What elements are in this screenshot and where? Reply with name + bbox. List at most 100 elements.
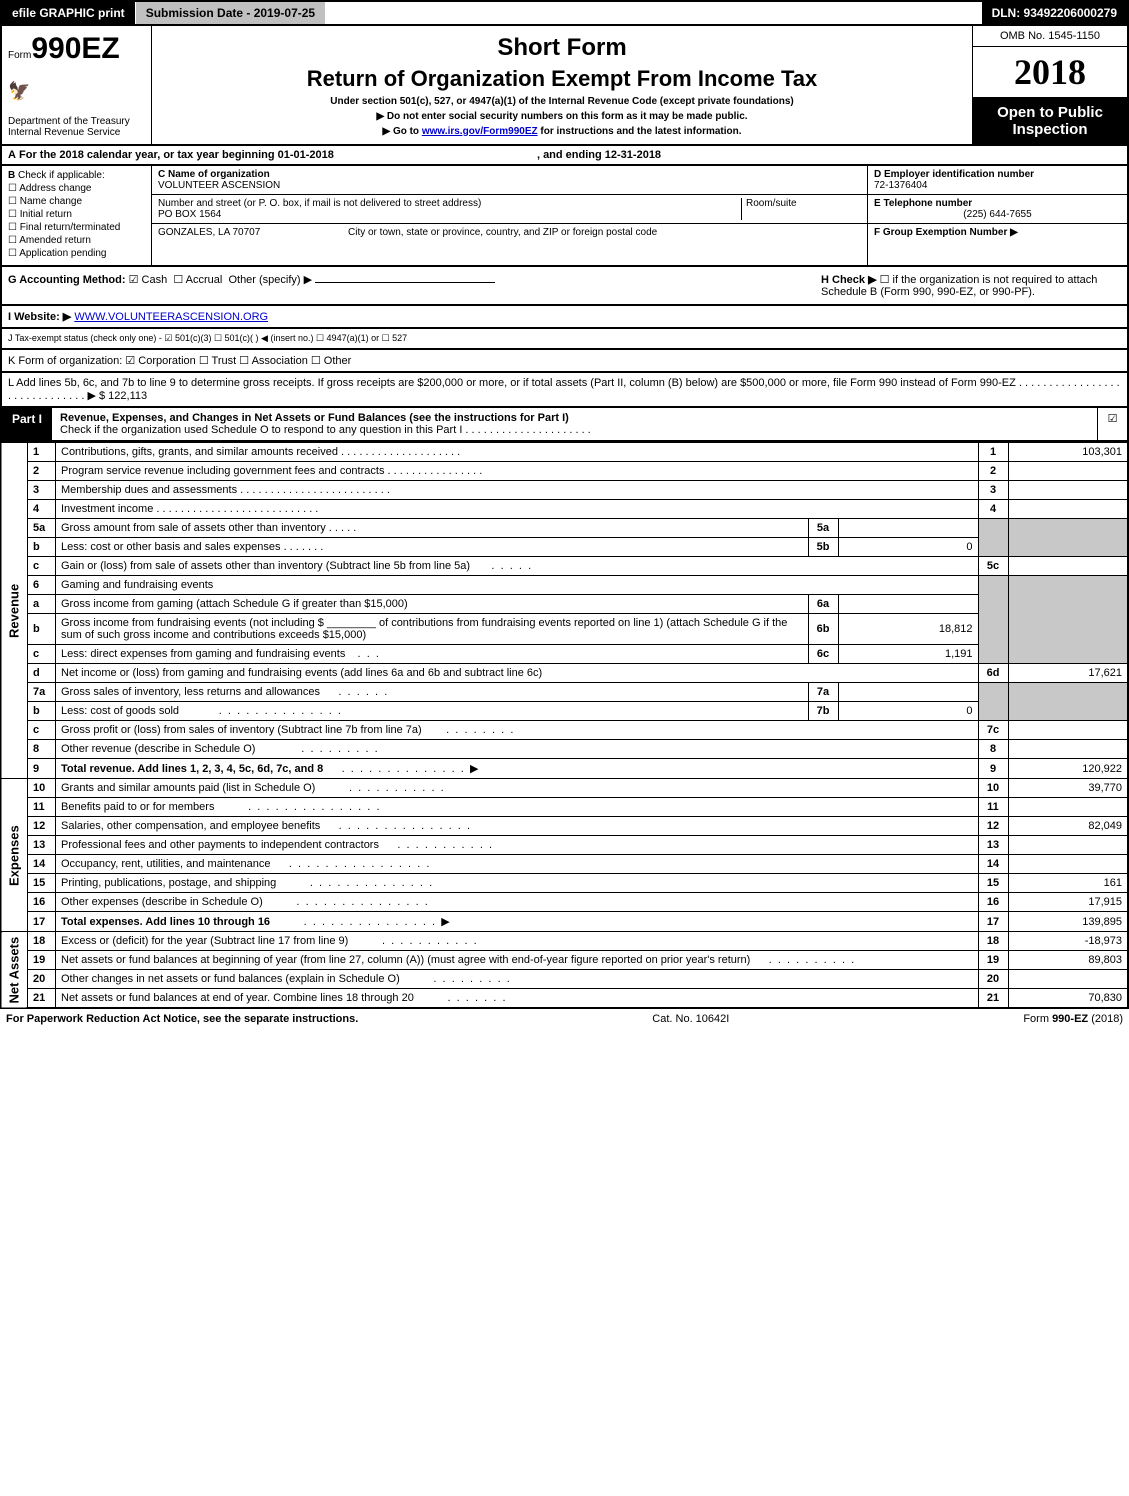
l5a-num: 5a	[28, 519, 56, 538]
check-address-change[interactable]: ☐ Address change	[8, 183, 145, 194]
l11-num: 11	[28, 798, 56, 817]
l14-rn: 14	[978, 855, 1008, 874]
l1-rv: 103,301	[1008, 443, 1128, 462]
l18-num: 18	[28, 932, 56, 951]
l13-rn: 13	[978, 836, 1008, 855]
l19-rv: 89,803	[1008, 951, 1128, 970]
l-text: L Add lines 5b, 6c, and 7b to line 9 to …	[8, 377, 1016, 389]
street-row: Number and street (or P. O. box, if mail…	[152, 195, 867, 224]
form-code: 990EZ	[31, 32, 119, 66]
l20-rn: 20	[978, 970, 1008, 989]
l5a-desc: Gross amount from sale of assets other t…	[61, 522, 326, 534]
l5b-mn: 5b	[808, 538, 838, 557]
col-b-label: Check if applicable:	[18, 170, 105, 181]
l5c-rn: 5c	[978, 557, 1008, 576]
return-title: Return of Organization Exempt From Incom…	[162, 66, 962, 92]
check-name-change[interactable]: ☐ Name change	[8, 196, 145, 207]
l14-desc: Occupancy, rent, utilities, and maintena…	[61, 858, 271, 870]
l4-desc: Investment income	[61, 503, 153, 515]
street-label: Number and street (or P. O. box, if mail…	[158, 198, 741, 209]
l6d-rn: 6d	[978, 664, 1008, 683]
street-value: PO BOX 1564	[158, 209, 741, 220]
l6d-desc: Net income or (loss) from gaming and fun…	[56, 664, 979, 683]
l6-desc: Gaming and fundraising events	[56, 576, 979, 595]
line-21: 21 Net assets or fund balances at end of…	[1, 989, 1128, 1009]
line-2: 2 Program service revenue including gove…	[1, 462, 1128, 481]
check-initial-return[interactable]: ☐ Initial return	[8, 209, 145, 220]
l15-rv: 161	[1008, 874, 1128, 893]
l14-rv	[1008, 855, 1128, 874]
l21-rn: 21	[978, 989, 1008, 1009]
col-b-checkboxes: B Check if applicable: ☐ Address change …	[2, 166, 152, 265]
l19-desc: Net assets or fund balances at beginning…	[61, 954, 750, 966]
ein-label: D Employer identification number	[874, 169, 1121, 180]
l16-num: 16	[28, 893, 56, 912]
line-5c: c Gain or (loss) from sale of assets oth…	[1, 557, 1128, 576]
l7ab-shade	[978, 683, 1008, 721]
check-application-pending[interactable]: ☐ Application pending	[8, 248, 145, 259]
l18-desc: Excess or (deficit) for the year (Subtra…	[61, 935, 348, 947]
footer-left: For Paperwork Reduction Act Notice, see …	[6, 1013, 358, 1025]
l13-rv	[1008, 836, 1128, 855]
l6b-mn: 6b	[808, 614, 838, 645]
line-7c: c Gross profit or (loss) from sales of i…	[1, 721, 1128, 740]
line-9: 9 Total revenue. Add lines 1, 2, 3, 4, 5…	[1, 759, 1128, 779]
l7c-rn: 7c	[978, 721, 1008, 740]
col-b-prefix: B	[8, 170, 15, 181]
check-amended-return[interactable]: ☐ Amended return	[8, 235, 145, 246]
g-cash[interactable]: Cash	[142, 274, 168, 286]
dept-line-1: Department of the Treasury	[8, 116, 158, 127]
l7a-num: 7a	[28, 683, 56, 702]
l5c-num: c	[28, 557, 56, 576]
phone-block: E Telephone number (225) 644-7655	[868, 195, 1127, 224]
efile-print-button[interactable]: efile GRAPHIC print	[2, 2, 136, 24]
tax-year: 2018	[973, 47, 1127, 98]
row-gh: G Accounting Method: ☑ Cash ☐ Accrual Ot…	[0, 267, 1129, 306]
phone-label: E Telephone number	[874, 198, 1121, 209]
part-1-checkbox[interactable]: ☑	[1097, 408, 1127, 440]
l10-desc: Grants and similar amounts paid (list in…	[61, 782, 315, 794]
submission-date-label: Submission Date - 2019-07-25	[136, 2, 325, 24]
g-label: G Accounting Method:	[8, 274, 126, 286]
g-other[interactable]: Other (specify) ▶	[228, 274, 312, 286]
line-4: 4 Investment income . . . . . . . . . . …	[1, 500, 1128, 519]
check-final-return[interactable]: ☐ Final return/terminated	[8, 222, 145, 233]
l7a-mv	[838, 683, 978, 702]
l6b-num: b	[28, 614, 56, 645]
line-3: 3 Membership dues and assessments . . . …	[1, 481, 1128, 500]
l5a-mv	[838, 519, 978, 538]
l15-desc: Printing, publications, postage, and shi…	[61, 877, 276, 889]
l3-desc: Membership dues and assessments	[61, 484, 237, 496]
l17-rv: 139,895	[1008, 912, 1128, 932]
row-a-prefix: A	[8, 149, 16, 161]
check-application-pending-label: Application pending	[19, 248, 106, 259]
l1-num: 1	[28, 443, 56, 462]
l2-desc: Program service revenue including govern…	[61, 465, 384, 477]
l5c-rv	[1008, 557, 1128, 576]
irs-link[interactable]: www.irs.gov/Form990EZ	[422, 126, 538, 137]
city-label: City or town, state or province, country…	[338, 227, 861, 238]
line-6a: a Gross income from gaming (attach Sched…	[1, 595, 1128, 614]
l5b-desc: Less: cost or other basis and sales expe…	[61, 541, 281, 553]
l17-rn: 17	[978, 912, 1008, 932]
part-1-title: Revenue, Expenses, and Changes in Net As…	[52, 408, 1097, 440]
org-name-row: C Name of organization VOLUNTEER ASCENSI…	[152, 166, 867, 195]
l7c-desc: Gross profit or (loss) from sales of inv…	[61, 724, 422, 736]
l11-rn: 11	[978, 798, 1008, 817]
line-19: 19 Net assets or fund balances at beginn…	[1, 951, 1128, 970]
form-header: Form 990EZ 🦅 Department of the Treasury …	[0, 24, 1129, 146]
l15-rn: 15	[978, 874, 1008, 893]
check-name-change-label: Name change	[20, 196, 82, 207]
l10-rn: 10	[978, 779, 1008, 798]
l1-rn: 1	[978, 443, 1008, 462]
row-a-ending: , and ending 12-31-2018	[537, 149, 661, 161]
line-11: 11 Benefits paid to or for members . . .…	[1, 798, 1128, 817]
l9-rv: 120,922	[1008, 759, 1128, 779]
top-bar: efile GRAPHIC print Submission Date - 20…	[0, 0, 1129, 24]
page-footer: For Paperwork Reduction Act Notice, see …	[0, 1009, 1129, 1029]
line-16: 16 Other expenses (describe in Schedule …	[1, 893, 1128, 912]
g-other-input[interactable]	[315, 282, 495, 283]
g-accrual[interactable]: Accrual	[186, 274, 223, 286]
line-6c: c Less: direct expenses from gaming and …	[1, 645, 1128, 664]
website-link[interactable]: WWW.VOLUNTEERASCENSION.ORG	[74, 311, 268, 323]
